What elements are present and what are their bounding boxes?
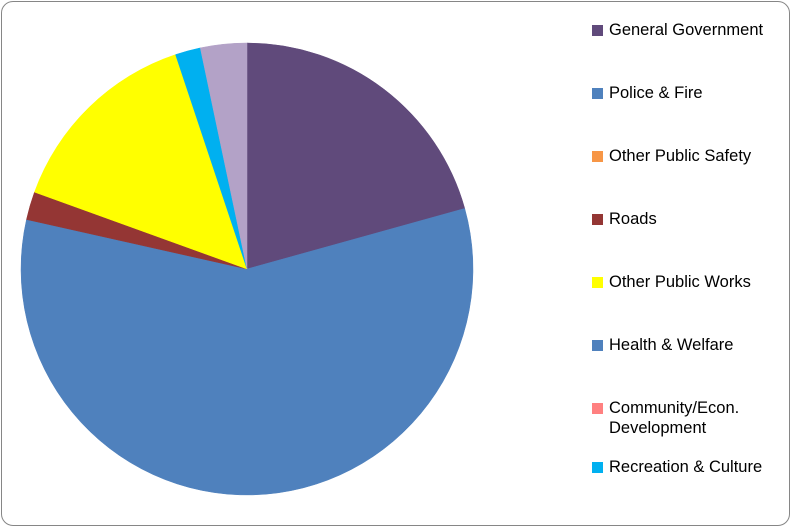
- legend-item-roads: Roads: [592, 209, 789, 229]
- legend-swatch: [592, 25, 603, 36]
- legend-swatch: [592, 88, 603, 99]
- legend-label: Community/Econ. Development: [609, 399, 740, 437]
- legend-swatch: [592, 151, 603, 162]
- pie-slice-police-fire: [20, 208, 474, 496]
- legend-label: Roads: [609, 210, 657, 228]
- legend-item-other-public-works: Other Public Works: [592, 272, 789, 292]
- pie-slice-general-government: [246, 42, 466, 270]
- legend-label: Police & Fire: [609, 84, 703, 102]
- legend-item-other-public-safety: Other Public Safety: [592, 146, 789, 166]
- pie-slice-other-public-works: [34, 54, 248, 270]
- legend-item-recreation-culture: Recreation & Culture: [592, 457, 789, 477]
- legend-swatch: [592, 403, 603, 414]
- legend-item-general-government: General Government: [592, 20, 789, 40]
- legend-item-community-econ-development: Community/Econ. Development: [592, 398, 789, 438]
- legend-item-police-fire: Police & Fire: [592, 83, 789, 103]
- legend-swatch: [592, 214, 603, 225]
- legend-label: Recreation & Culture: [609, 458, 763, 476]
- pie-slice-unlabeled: [199, 42, 248, 270]
- legend-swatch: [592, 462, 603, 473]
- legend-swatch: [592, 340, 603, 351]
- legend-label: Other Public Works: [609, 273, 751, 291]
- legend-swatch: [592, 277, 603, 288]
- legend-label: General Government: [609, 21, 764, 39]
- legend-item-health-welfare: Health & Welfare: [592, 335, 789, 355]
- legend-label: Other Public Safety: [609, 147, 752, 165]
- legend-label: Health & Welfare: [609, 336, 734, 354]
